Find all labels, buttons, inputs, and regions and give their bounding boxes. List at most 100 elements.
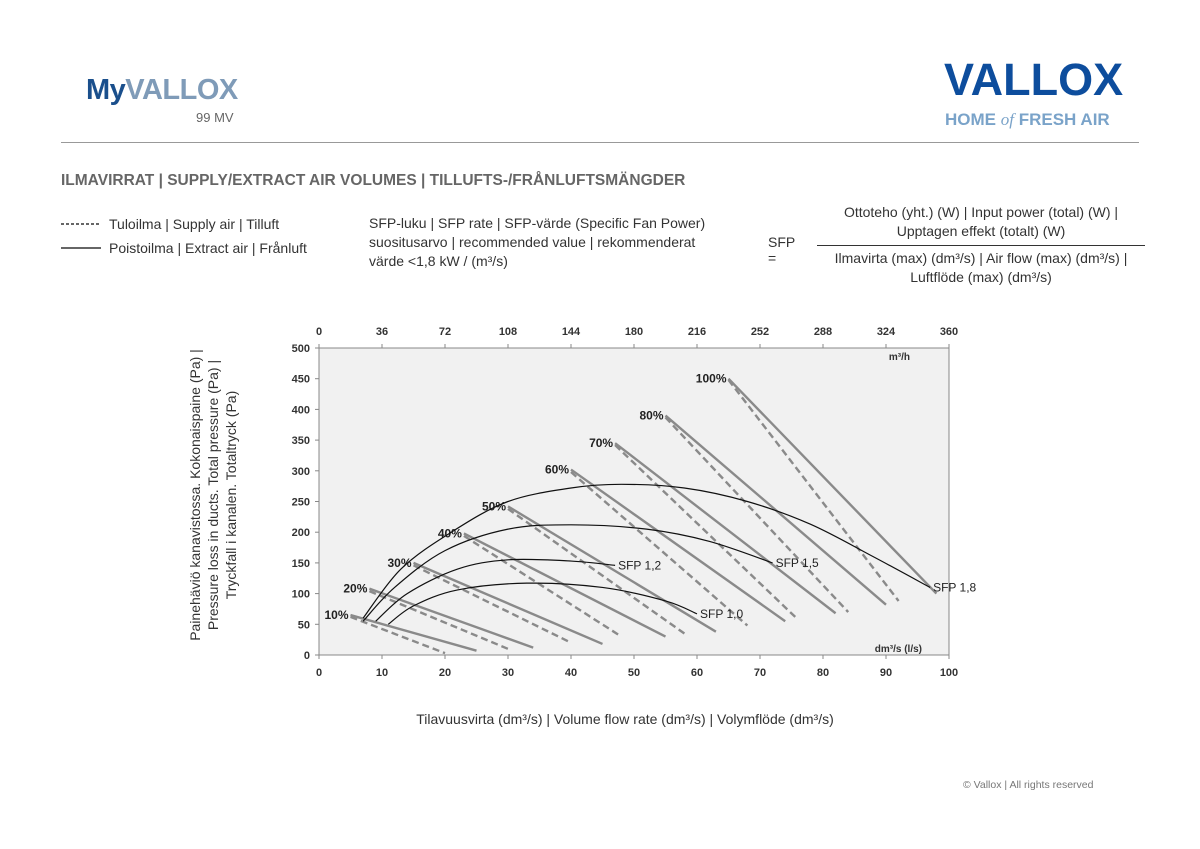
- dashed-line-swatch: [61, 223, 101, 225]
- extract-fan-curve: [614, 442, 837, 615]
- y-axis-title-line: Tryckfall i kanalen. Totaltryck (Pa): [223, 390, 239, 600]
- x2-tick-label: 144: [562, 326, 581, 338]
- formula-denominator: Luftflöde (max) (dm³/s): [910, 269, 1052, 285]
- y-axis-title-line: Painehäviö kanavistossa. Kokonaispaine (…: [187, 349, 203, 641]
- supply-fan-curve: [570, 471, 749, 627]
- supply-fan-curve: [412, 564, 572, 644]
- formula-denominator: Ilmavirta (max) (dm³/s) | Air flow (max)…: [834, 250, 1128, 266]
- x-tick-label: 0: [316, 667, 322, 679]
- supply-fan-curve: [727, 379, 900, 602]
- y-axis-title: Painehäviö kanavistossa. Kokonaispaine (…: [186, 330, 240, 660]
- x-tick-label: 90: [880, 667, 892, 679]
- x-tick-label: 80: [817, 667, 829, 679]
- y-tick-label: 50: [298, 619, 310, 631]
- extract-fan-curve: [727, 377, 938, 595]
- header-divider: [61, 142, 1139, 143]
- y-tick-label: 350: [292, 435, 310, 447]
- y-tick-label: 150: [292, 558, 310, 570]
- fan-curve-label: 10%: [324, 608, 348, 622]
- sfp-description-line: SFP-luku | SFP rate | SFP-värde (Specifi…: [369, 215, 706, 231]
- formula-numerator: Upptagen effekt (totalt) (W): [896, 223, 1066, 239]
- supply-fan-curve: [664, 416, 850, 613]
- extract-fan-curve: [507, 505, 717, 633]
- sfp-curve-label: SFP 1,8: [933, 580, 976, 594]
- section-title: ILMAVIRRAT | SUPPLY/EXTRACT AIR VOLUMES …: [61, 172, 686, 189]
- vallox-logo: VALLOX: [944, 54, 1124, 105]
- plot-area: [318, 347, 950, 656]
- supply-fan-curve: [463, 534, 623, 638]
- sfp-curve: [375, 558, 616, 622]
- solid-line-swatch: [61, 247, 101, 249]
- model-name: 99 MV: [196, 110, 234, 125]
- sfp-description: SFP-luku | SFP rate | SFP-värde (Specifi…: [369, 214, 759, 271]
- tagline-fresh-air: FRESH AIR: [1018, 110, 1110, 129]
- legend-extract-label: Poistoilma | Extract air | Frånluft: [109, 240, 307, 256]
- fan-curve-label: 20%: [343, 582, 367, 596]
- x2-tick-label: 252: [751, 326, 769, 338]
- formula-fraction: Ottoteho (yht.) (W) | Input power (total…: [817, 203, 1145, 287]
- x-tick-label: 60: [691, 667, 703, 679]
- sfp-curve: [362, 524, 773, 622]
- fan-curve-label: 100%: [696, 372, 727, 386]
- extract-fan-curve: [463, 532, 667, 638]
- logo-text-my: My: [86, 74, 126, 106]
- y-tick-label: 450: [292, 374, 310, 386]
- x-tick-label: 30: [502, 667, 514, 679]
- x2-tick-label: 288: [814, 326, 832, 338]
- tagline-home: HOME: [945, 110, 996, 129]
- fan-curve-label: 70%: [589, 436, 613, 450]
- y-tick-label: 250: [292, 497, 310, 509]
- fan-curve-label: 50%: [482, 499, 506, 513]
- sfp-curve-label: SFP 1,2: [618, 558, 661, 572]
- x-tick-label: 70: [754, 667, 766, 679]
- y-tick-label: 100: [292, 589, 310, 601]
- tagline-of: of: [1000, 110, 1014, 129]
- y-tick-label: 400: [292, 404, 310, 416]
- supply-fan-curve: [614, 444, 799, 621]
- legend-extract: Poistoilma | Extract air | Frånluft: [61, 240, 307, 256]
- x-tick-label: 100: [940, 667, 958, 679]
- fan-curve-label: 80%: [639, 409, 663, 423]
- extract-fan-curve: [350, 613, 477, 652]
- copyright: © Vallox | All rights reserved: [963, 779, 1094, 791]
- x2-tick-label: 36: [376, 326, 388, 338]
- fan-curve-label: 30%: [387, 556, 411, 570]
- formula-numerator: Ottoteho (yht.) (W) | Input power (total…: [843, 204, 1119, 220]
- x2-tick-label: 360: [940, 326, 958, 338]
- x2-tick-label: 216: [688, 326, 706, 338]
- logo-text-vallox: VALLOX: [125, 74, 238, 106]
- legend-supply: Tuloilma | Supply air | Tilluft: [61, 216, 279, 232]
- x-tick-label: 40: [565, 667, 577, 679]
- extract-fan-curve: [570, 468, 786, 623]
- y-tick-label: 0: [304, 650, 310, 662]
- x2-tick-label: 72: [439, 326, 451, 338]
- supply-fan-curve: [350, 615, 446, 655]
- x2-tick-label: 180: [625, 326, 643, 338]
- formula-lhs: SFP =: [768, 234, 795, 266]
- tagline: HOME of FRESH AIR: [945, 110, 1110, 130]
- x2-tick-label: 324: [877, 326, 896, 338]
- extract-fan-curve: [368, 587, 534, 649]
- myvallox-logo: MyVALLOX: [86, 74, 238, 107]
- supply-fan-curve: [507, 507, 686, 635]
- supply-fan-curve: [368, 590, 509, 650]
- x-tick-label: 10: [376, 667, 388, 679]
- y-tick-label: 500: [292, 343, 310, 355]
- x-unit-label: dm³/s (l/s): [875, 644, 922, 655]
- x-tick-label: 50: [628, 667, 640, 679]
- x-axis-title: Tilavuusvirta (dm³/s) | Volume flow rate…: [416, 711, 834, 727]
- x-tick-label: 20: [439, 667, 451, 679]
- sfp-curve-label: SFP 1,5: [776, 556, 819, 570]
- y-tick-label: 300: [292, 466, 310, 478]
- fraction-bar: [817, 245, 1145, 246]
- sfp-curve: [362, 483, 931, 619]
- x2-tick-label: 108: [499, 326, 517, 338]
- y-axis-title-line: Pressure loss in ducts. Total pressure (…: [205, 359, 221, 631]
- fan-curve-label: 60%: [545, 463, 569, 477]
- legend-supply-label: Tuloilma | Supply air | Tilluft: [109, 216, 280, 232]
- sfp-description-line: suositusarvo | recommended value | rekom…: [369, 234, 696, 250]
- x2-unit-label: m³/h: [889, 352, 910, 363]
- y-tick-label: 200: [292, 527, 310, 539]
- sfp-curve-label: SFP 1,0: [700, 607, 743, 621]
